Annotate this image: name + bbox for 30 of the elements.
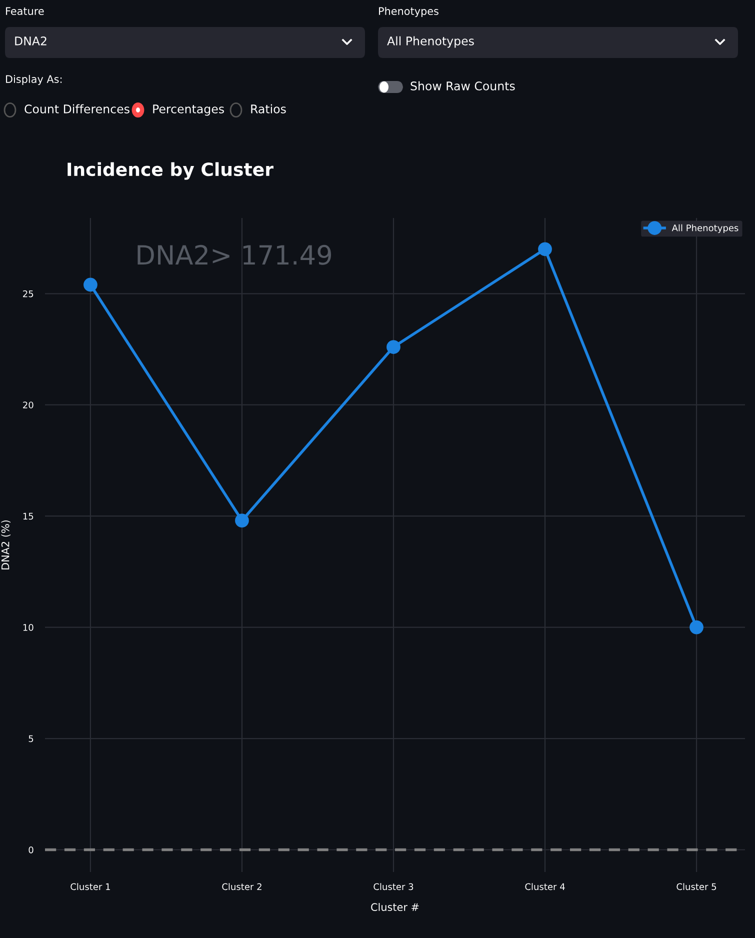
y-tick-label: 20 [23, 402, 34, 408]
point [386, 340, 400, 354]
y-tick-label: 15 [23, 512, 34, 520]
chart-title: Incidence by Cluster [68, 162, 274, 180]
text: Percentages [153, 104, 224, 116]
text: Phenotypes [379, 6, 438, 18]
y-tick-label: 5 [28, 735, 34, 742]
text: Ratios [251, 104, 286, 114]
x-tick-label: Cluster 4 [525, 883, 565, 890]
y-tick-label: 25 [23, 290, 34, 298]
legend-label: All Phenotypes [672, 224, 738, 234]
point [538, 242, 552, 256]
point [235, 514, 249, 528]
text: Display As: [6, 74, 62, 86]
x-tick-label: Cluster 2 [222, 883, 262, 890]
point [84, 278, 98, 292]
x-tick-label: Cluster 1 [70, 883, 110, 890]
text: DNA2 [15, 36, 46, 46]
text: Show Raw Counts [410, 81, 515, 90]
annotation: DNA2> 171.49 [138, 244, 332, 265]
point [690, 620, 704, 634]
y-tick-label: 0 [28, 846, 34, 854]
text: Feature [6, 7, 44, 16]
text: Count Differences [24, 104, 130, 114]
text: All Phenotypes [387, 36, 474, 48]
y-axis-title: DNA2 (%) [1, 520, 10, 570]
x-axis-title: Cluster # [371, 902, 419, 912]
y-tick-label: 10 [23, 624, 34, 631]
x-tick-label: Cluster 3 [374, 883, 414, 890]
x-tick-label: Cluster 5 [676, 883, 716, 890]
